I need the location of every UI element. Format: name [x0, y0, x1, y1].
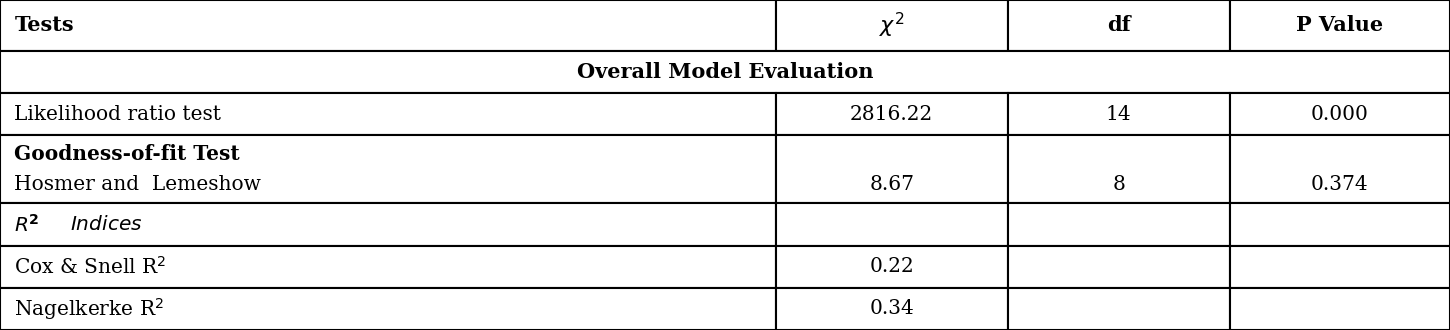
- Bar: [776, 203, 1008, 246]
- Text: $\mathit{Indices}$: $\mathit{Indices}$: [70, 214, 142, 234]
- Bar: [0, 246, 776, 288]
- Text: 0.374: 0.374: [1311, 175, 1369, 194]
- Text: 0.22: 0.22: [870, 257, 914, 276]
- Bar: [776, 0, 1008, 51]
- Bar: [1230, 203, 1450, 246]
- Bar: [1008, 135, 1230, 203]
- Text: 8.67: 8.67: [869, 175, 915, 194]
- Bar: [0, 93, 776, 135]
- Bar: [1230, 246, 1450, 288]
- Text: 0.000: 0.000: [1311, 105, 1369, 124]
- Bar: [0, 288, 776, 330]
- Bar: [1230, 203, 1450, 246]
- Bar: [0, 135, 776, 203]
- Bar: [0, 0, 776, 51]
- Bar: [776, 93, 1008, 135]
- Bar: [1008, 93, 1230, 135]
- Bar: [1230, 0, 1450, 51]
- Bar: [1230, 93, 1450, 135]
- Bar: [1230, 288, 1450, 330]
- Bar: [1230, 288, 1450, 330]
- Bar: [776, 246, 1008, 288]
- Bar: [1008, 203, 1230, 246]
- Bar: [1230, 135, 1450, 203]
- Bar: [776, 288, 1008, 330]
- Text: 14: 14: [1106, 105, 1131, 124]
- Bar: [1008, 0, 1230, 51]
- Text: Overall Model Evaluation: Overall Model Evaluation: [577, 62, 873, 82]
- Text: Cox & Snell R$^2$: Cox & Snell R$^2$: [14, 256, 167, 278]
- Bar: [1008, 135, 1230, 203]
- Bar: [0, 203, 776, 246]
- Bar: [776, 288, 1008, 330]
- Bar: [0, 51, 1450, 93]
- Text: 2816.22: 2816.22: [850, 105, 934, 124]
- Text: P Value: P Value: [1296, 16, 1383, 35]
- Bar: [1008, 203, 1230, 246]
- Bar: [776, 246, 1008, 288]
- Bar: [0, 203, 776, 246]
- Bar: [0, 135, 776, 203]
- Bar: [776, 135, 1008, 203]
- Text: Hosmer and  Lemeshow: Hosmer and Lemeshow: [14, 175, 261, 194]
- Bar: [1230, 135, 1450, 203]
- Bar: [776, 0, 1008, 51]
- Text: Likelihood ratio test: Likelihood ratio test: [14, 105, 222, 124]
- Bar: [0, 0, 776, 51]
- Text: Goodness-of-fit Test: Goodness-of-fit Test: [14, 144, 241, 164]
- Text: Nagelkerke R$^2$: Nagelkerke R$^2$: [14, 296, 164, 322]
- Bar: [1008, 0, 1230, 51]
- Text: $\chi^2$: $\chi^2$: [879, 11, 905, 40]
- Bar: [1008, 93, 1230, 135]
- Text: 8: 8: [1112, 175, 1125, 194]
- Text: df: df: [1106, 16, 1131, 35]
- Bar: [0, 288, 776, 330]
- Text: 0.34: 0.34: [870, 299, 914, 318]
- Bar: [0, 246, 776, 288]
- Bar: [1008, 288, 1230, 330]
- Bar: [776, 203, 1008, 246]
- Bar: [1008, 246, 1230, 288]
- Bar: [1008, 246, 1230, 288]
- Bar: [1230, 0, 1450, 51]
- Text: $\mathbf{\mathit{R}}^{\mathbf{2}}$: $\mathbf{\mathit{R}}^{\mathbf{2}}$: [14, 214, 48, 235]
- Bar: [776, 93, 1008, 135]
- Bar: [1008, 288, 1230, 330]
- Bar: [776, 135, 1008, 203]
- Bar: [0, 93, 776, 135]
- Bar: [0, 51, 1450, 93]
- Text: Tests: Tests: [14, 16, 74, 35]
- Bar: [1230, 93, 1450, 135]
- Bar: [1230, 246, 1450, 288]
